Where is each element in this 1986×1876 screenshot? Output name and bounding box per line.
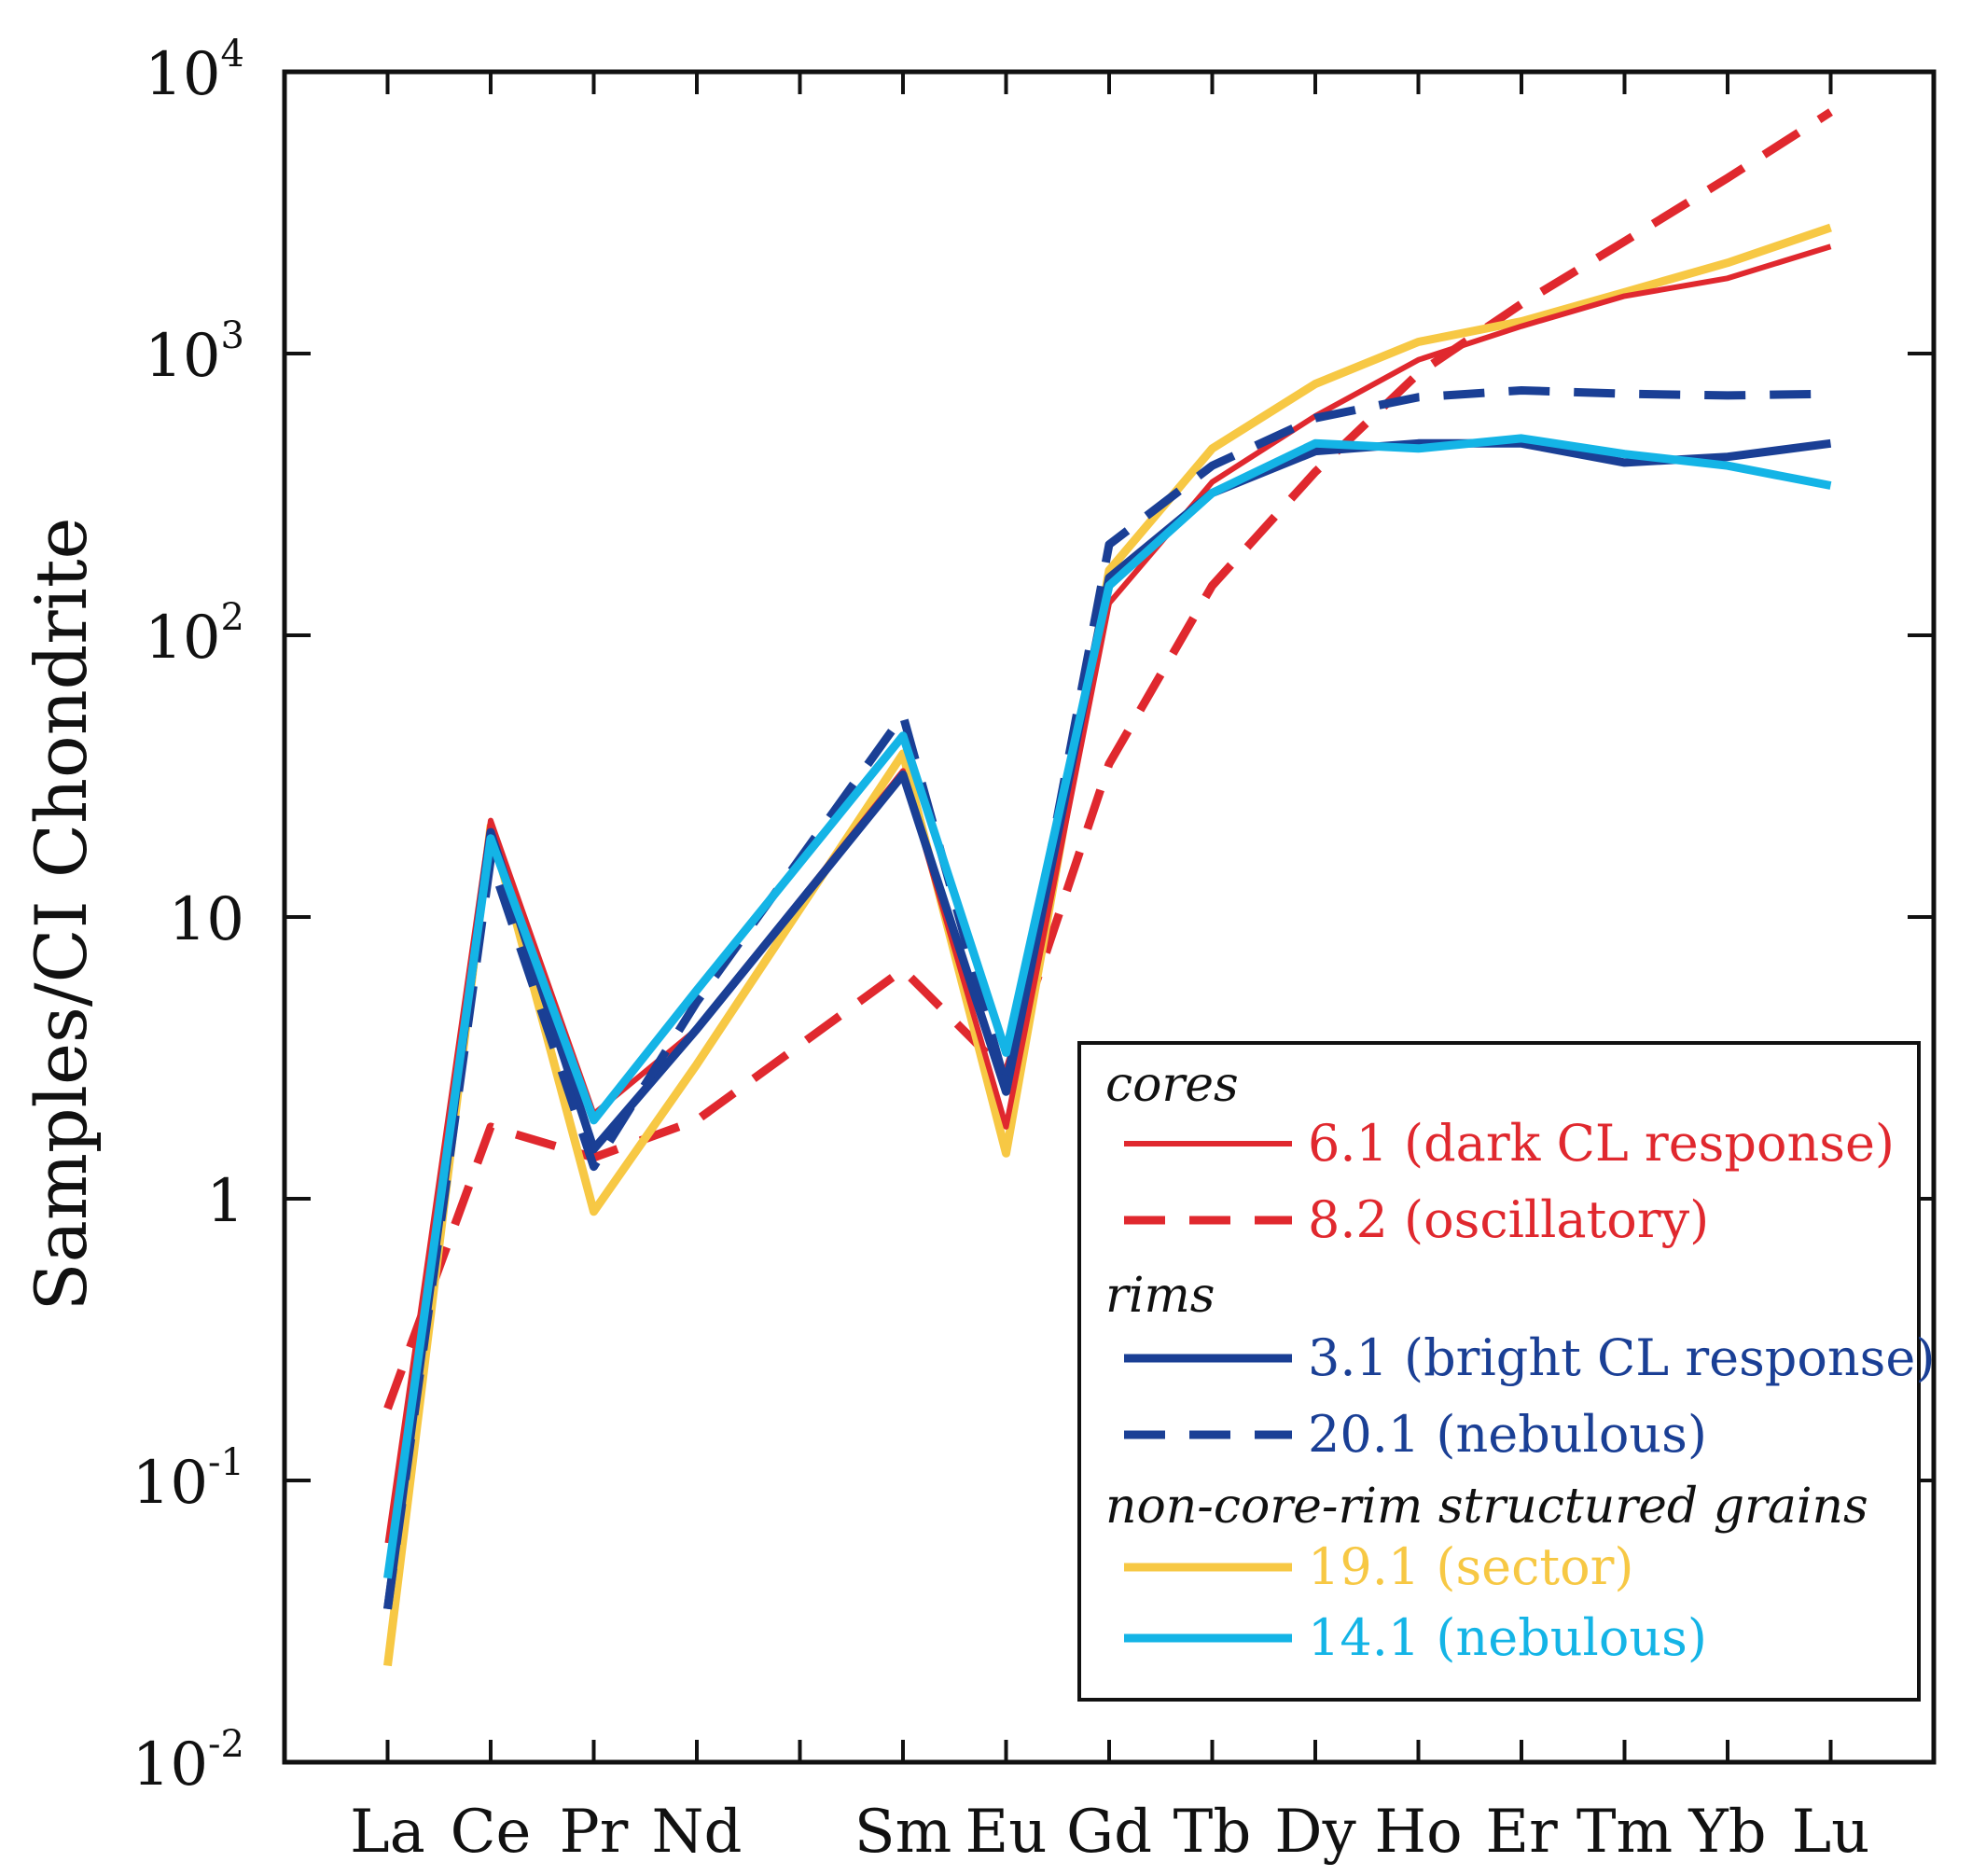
y-tick-label: 102	[145, 596, 244, 673]
x-tick-label: Gd	[1066, 1798, 1152, 1867]
legend-entry-label: 3.1 (bright CL response)	[1308, 1328, 1935, 1387]
x-tick-label: Pr	[560, 1798, 629, 1867]
y-axis-title: Samples/CI Chondrite	[20, 518, 103, 1312]
x-tick-label: Eu	[965, 1798, 1048, 1867]
legend-entry-label: 8.2 (oscillatory)	[1308, 1190, 1709, 1249]
y-tick-label: 10-1	[132, 1441, 244, 1518]
x-tick-label: Ho	[1374, 1798, 1462, 1867]
series-line	[383, 434, 1832, 1579]
legend-entry-label: 20.1 (nebulous)	[1308, 1405, 1707, 1464]
y-tick-label: 10-2	[132, 1723, 244, 1800]
x-tick-label: Tb	[1174, 1798, 1252, 1867]
legend: cores 6.1 (dark CL response) 8.2 (oscillat…	[1077, 1041, 1935, 1702]
x-tick-label: Sm	[854, 1798, 952, 1867]
series-line	[383, 108, 1833, 1410]
x-tick-labels: La Ce Pr Nd Sm Eu Gd Tb Dy Ho Er Tm Yb Lu	[350, 1798, 1869, 1867]
x-tick-label: Dy	[1274, 1798, 1355, 1867]
legend-entry-label: 14.1 (nebulous)	[1308, 1608, 1707, 1667]
legend-group-title: rims	[1105, 1268, 1215, 1324]
x-tick-label: Yb	[1687, 1798, 1766, 1867]
y-axis-label: Samples/CI Chondrite	[20, 518, 103, 1312]
series-line	[383, 386, 1831, 1610]
legend-entry-label: 6.1 (dark CL response)	[1308, 1114, 1895, 1173]
axis-ticks	[285, 70, 1934, 1764]
x-tick-label: Er	[1485, 1798, 1558, 1867]
y-tick-label: 1	[206, 1167, 244, 1236]
y-tick-label: 10	[169, 885, 244, 954]
legend-box	[1077, 1041, 1921, 1702]
y-tick-label: 104	[145, 33, 244, 109]
legend-group-title: non-core-rim structured grains	[1105, 1479, 1868, 1535]
x-tick-label: Lu	[1792, 1798, 1870, 1867]
legend-group-title: cores	[1105, 1057, 1239, 1113]
x-tick-label: Nd	[652, 1798, 743, 1867]
x-tick-label: Tm	[1576, 1798, 1673, 1867]
x-tick-label: Ce	[451, 1798, 532, 1867]
series-layer	[383, 108, 1833, 1667]
y-tick-label: 103	[145, 314, 244, 391]
x-tick-label: La	[350, 1798, 425, 1867]
y-tick-labels: 10-2 10-1 1 10 102 103 104	[132, 33, 244, 1800]
plot-frame	[282, 69, 1937, 1765]
legend-entry-label: 19.1 (sector)	[1308, 1537, 1633, 1596]
